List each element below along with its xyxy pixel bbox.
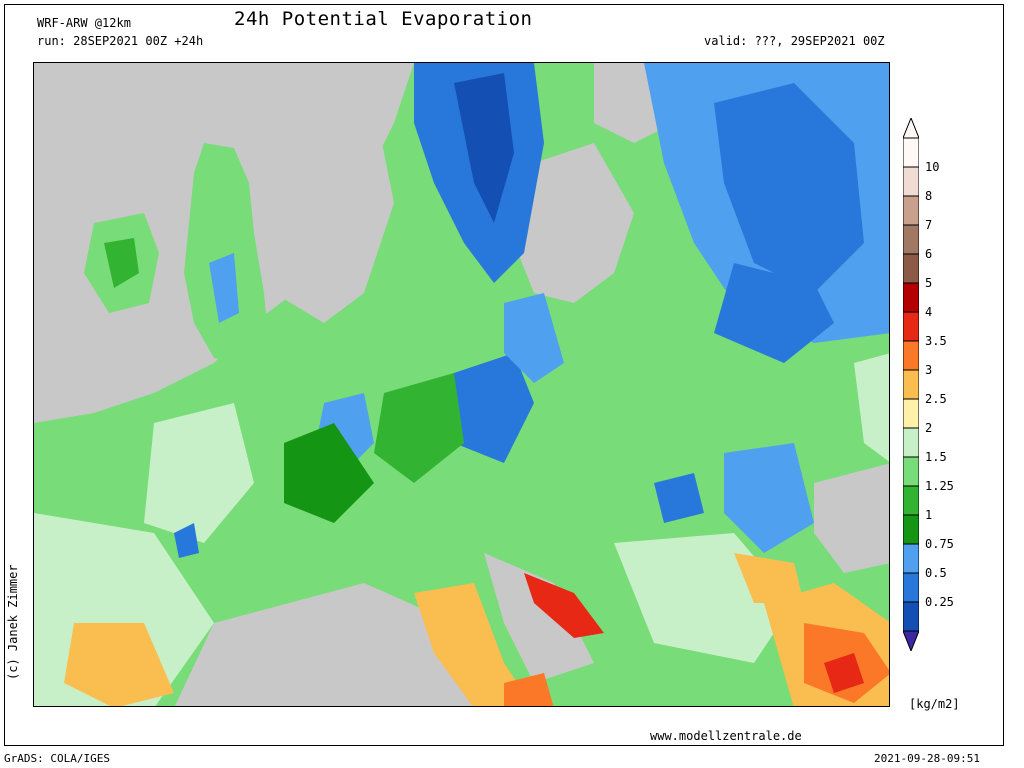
legend-swatch xyxy=(903,601,919,632)
legend-label: 6 xyxy=(925,247,933,261)
legend-swatch xyxy=(903,340,919,371)
legend-top-arrow xyxy=(903,118,919,139)
legend-swatch xyxy=(903,369,919,400)
legend-swatch xyxy=(903,166,919,197)
legend-bar xyxy=(903,118,919,651)
north-sea xyxy=(264,103,394,323)
legend-label: 1.25 xyxy=(925,479,954,493)
legend-swatch xyxy=(903,398,919,429)
adriatic xyxy=(484,553,594,683)
model-label: WRF-ARW @12km xyxy=(37,16,131,30)
legend-swatch xyxy=(903,543,919,574)
black-sea xyxy=(814,463,889,573)
legend-label: 4 xyxy=(925,305,933,319)
carpathian-low xyxy=(724,443,814,553)
evaporation-map xyxy=(33,62,890,707)
legend-swatch xyxy=(903,514,919,545)
legend-swatch xyxy=(903,311,919,342)
legend-label: 7 xyxy=(925,218,933,232)
run-label: run: 28SEP2021 00Z +24h xyxy=(37,34,204,48)
software-credit: GrADS: COLA/IGES xyxy=(4,752,110,765)
legend-label: 5 xyxy=(925,276,933,290)
croatia-coast xyxy=(524,573,604,638)
legend-label: 0.5 xyxy=(925,566,947,580)
legend-label: 2 xyxy=(925,421,933,435)
legend-label: 0.75 xyxy=(925,537,954,551)
legend-label: 3 xyxy=(925,363,933,377)
legend-swatch-top xyxy=(903,137,919,168)
legend-unit: [kg/m2] xyxy=(909,697,960,711)
great-britain xyxy=(184,143,269,363)
legend-label: 8 xyxy=(925,189,933,203)
italy xyxy=(414,583,533,706)
legend-swatch xyxy=(903,253,919,284)
legend-label: 1 xyxy=(925,508,933,522)
legend-swatch xyxy=(903,456,919,487)
legend-swatch xyxy=(903,282,919,313)
legend-bottom-arrow xyxy=(903,630,919,651)
map-title: 24h Potential Evaporation xyxy=(234,8,533,30)
legend-swatch xyxy=(903,195,919,226)
valid-label: valid: ???, 29SEP2021 00Z xyxy=(704,34,885,48)
legend-label: 3.5 xyxy=(925,334,947,348)
legend-label: 10 xyxy=(925,160,940,174)
legend-swatch xyxy=(903,224,919,255)
mediterranean xyxy=(174,583,494,706)
baltic-sea xyxy=(514,143,634,303)
legend-swatch xyxy=(903,572,919,603)
copyright-text: (c) Janek Zimmer xyxy=(6,564,20,680)
timestamp: 2021-09-28-09:51 xyxy=(874,752,980,765)
website-link[interactable]: www.modellzentrale.de xyxy=(650,729,802,743)
legend-swatch xyxy=(903,485,919,516)
figure-frame xyxy=(4,4,1004,746)
legend-label: 2.5 xyxy=(925,392,947,406)
legend-label: 0.25 xyxy=(925,595,954,609)
legend-swatch xyxy=(903,427,919,458)
germany-low xyxy=(454,353,534,463)
legend-label: 1.5 xyxy=(925,450,947,464)
map-canvas xyxy=(34,63,889,706)
